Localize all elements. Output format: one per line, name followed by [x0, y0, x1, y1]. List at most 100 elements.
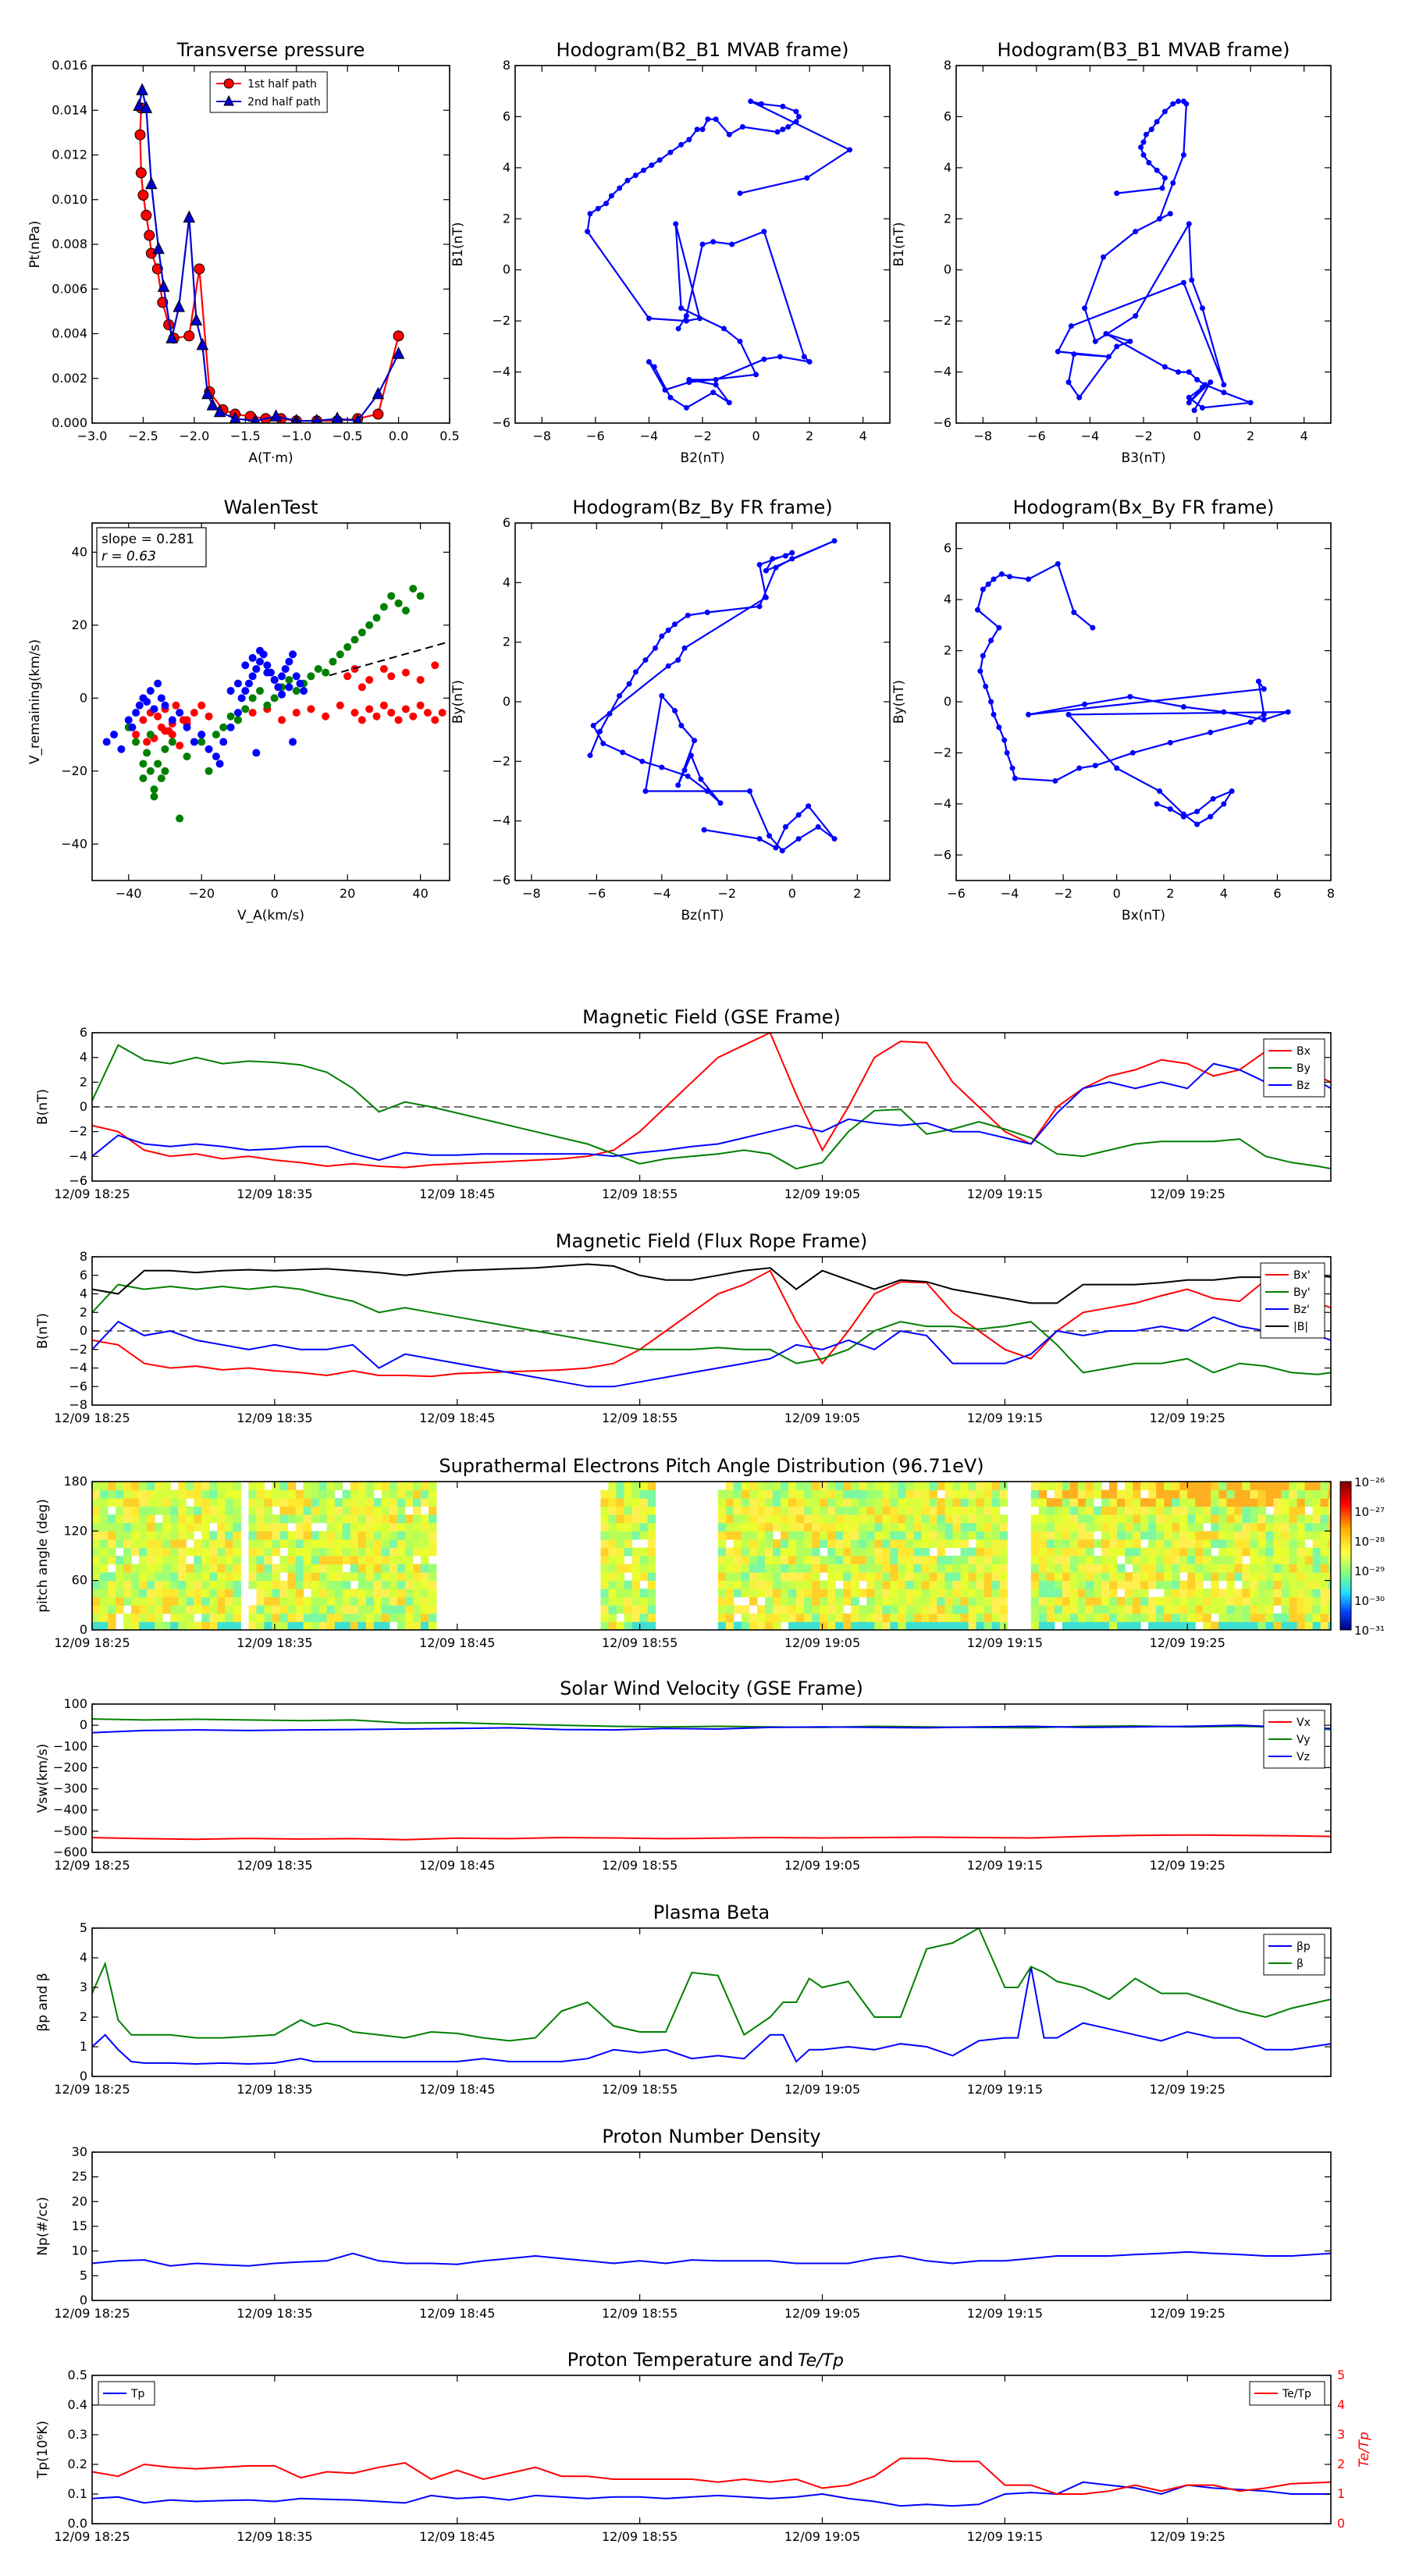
- y-tick-label: 2: [944, 211, 951, 226]
- heatmap-cell: [233, 1506, 241, 1515]
- heatmap-cell: [1133, 1522, 1141, 1532]
- heatmap-cell: [1077, 1539, 1087, 1548]
- heatmap-cell: [1195, 1596, 1204, 1606]
- data-point: [1004, 749, 1010, 756]
- data-point: [720, 326, 727, 332]
- x-tick-label: 12/09 18:55: [602, 2306, 678, 2321]
- y-tick-label: 0.3: [68, 2427, 87, 2442]
- y-tick-label: 0: [944, 694, 951, 709]
- heatmap-cell: [944, 1531, 954, 1540]
- data-point: [773, 564, 779, 571]
- heatmap-cell: [788, 1498, 797, 1507]
- heatmap-cell: [279, 1621, 289, 1630]
- heatmap-cell: [1069, 1489, 1079, 1499]
- heatmap-cell: [279, 1506, 289, 1515]
- heatmap-cell: [233, 1564, 241, 1573]
- data-point: [985, 582, 991, 588]
- heatmap-cell: [1320, 1506, 1329, 1515]
- data-point: [1261, 717, 1267, 723]
- data-point: [1103, 331, 1109, 336]
- heatmap-cell: [1101, 1621, 1110, 1630]
- heatmap-cell: [921, 1506, 930, 1515]
- heatmap-cell: [631, 1572, 641, 1582]
- heatmap-cell: [647, 1482, 656, 1491]
- heatmap-cell: [929, 1489, 938, 1499]
- heatmap-cell: [186, 1613, 194, 1622]
- heatmap-cell: [600, 1498, 610, 1507]
- data-point: [1199, 384, 1205, 390]
- y-tick-label: 8: [503, 58, 510, 73]
- heatmap-cell: [976, 1596, 985, 1606]
- heatmap-cell: [365, 1506, 375, 1515]
- heatmap-cell: [1164, 1613, 1172, 1622]
- heatmap-cell: [326, 1589, 336, 1598]
- heatmap-cell: [287, 1539, 297, 1548]
- heatmap-cell: [1250, 1531, 1258, 1540]
- heatmap-cell: [397, 1531, 406, 1540]
- data-point: [213, 404, 226, 418]
- heatmap-cell: [749, 1589, 758, 1598]
- scatter-point-blue: [176, 709, 184, 717]
- data-point: [1143, 131, 1149, 137]
- heatmap-cell: [1234, 1498, 1243, 1507]
- heatmap-cell: [116, 1489, 124, 1499]
- data-point: [642, 788, 649, 794]
- heatmap-cell: [1281, 1613, 1290, 1622]
- heatmap-cell: [756, 1556, 766, 1565]
- heatmap-cell: [272, 1498, 281, 1507]
- heatmap-cell: [733, 1564, 742, 1573]
- heatmap-cell: [725, 1514, 735, 1524]
- scatter-point-green: [372, 614, 381, 622]
- heatmap-cell: [92, 1547, 101, 1557]
- heatmap-cell: [647, 1556, 656, 1565]
- heatmap-cell: [155, 1539, 163, 1548]
- heatmap-cell: [1242, 1580, 1250, 1589]
- data-point: [1247, 400, 1254, 406]
- heatmap-cell: [225, 1605, 233, 1614]
- heatmap-cell: [1133, 1514, 1141, 1524]
- y-tick-label: 20: [72, 617, 87, 632]
- scatter-point-blue: [215, 760, 224, 768]
- heatmap-cell: [303, 1506, 312, 1515]
- y-tick-label: 4: [80, 1950, 87, 1965]
- scatter-point-green: [241, 705, 250, 713]
- heatmap-cell: [756, 1514, 766, 1524]
- heatmap-cell: [303, 1489, 312, 1499]
- heatmap-cell: [178, 1482, 187, 1491]
- scatter-point-green: [150, 792, 158, 801]
- heatmap-cell: [999, 1556, 1008, 1565]
- scatter-point-green: [212, 731, 220, 739]
- heatmap-cell: [812, 1572, 820, 1582]
- heatmap-cell: [201, 1613, 210, 1622]
- heatmap-cell: [311, 1605, 320, 1614]
- heatmap-cell: [647, 1489, 656, 1499]
- heatmap-cell: [600, 1564, 610, 1573]
- heatmap-cell: [1148, 1539, 1157, 1548]
- heatmap-cell: [420, 1564, 429, 1573]
- scatter-point-red: [183, 716, 191, 724]
- scatter-point-blue: [278, 690, 286, 699]
- x-tick-label: −1.5: [230, 429, 261, 443]
- data-point: [675, 782, 681, 788]
- y-axis-label: B(nT): [35, 1313, 51, 1349]
- heatmap-cell: [170, 1514, 179, 1524]
- heatmap-cell: [756, 1564, 766, 1573]
- heatmap-cell: [162, 1556, 171, 1565]
- heatmap-cell: [186, 1482, 194, 1491]
- heatmap-cell: [1069, 1522, 1079, 1532]
- heatmap-cell: [851, 1539, 859, 1548]
- scatter-point-red: [379, 664, 388, 673]
- heatmap-cell: [851, 1605, 859, 1614]
- heatmap-cell: [1179, 1564, 1188, 1573]
- heatmap-cell: [256, 1514, 265, 1524]
- data-point: [587, 211, 593, 217]
- plot-area: [133, 83, 405, 423]
- data-point: [1129, 749, 1136, 756]
- heatmap-cell: [412, 1539, 422, 1548]
- y-axis-label: pitch angle (deg): [35, 1499, 51, 1613]
- heatmap-cell: [194, 1556, 202, 1565]
- heatmap-cell: [764, 1522, 774, 1532]
- heatmap-cell: [1320, 1613, 1329, 1622]
- heatmap-cell: [186, 1580, 194, 1589]
